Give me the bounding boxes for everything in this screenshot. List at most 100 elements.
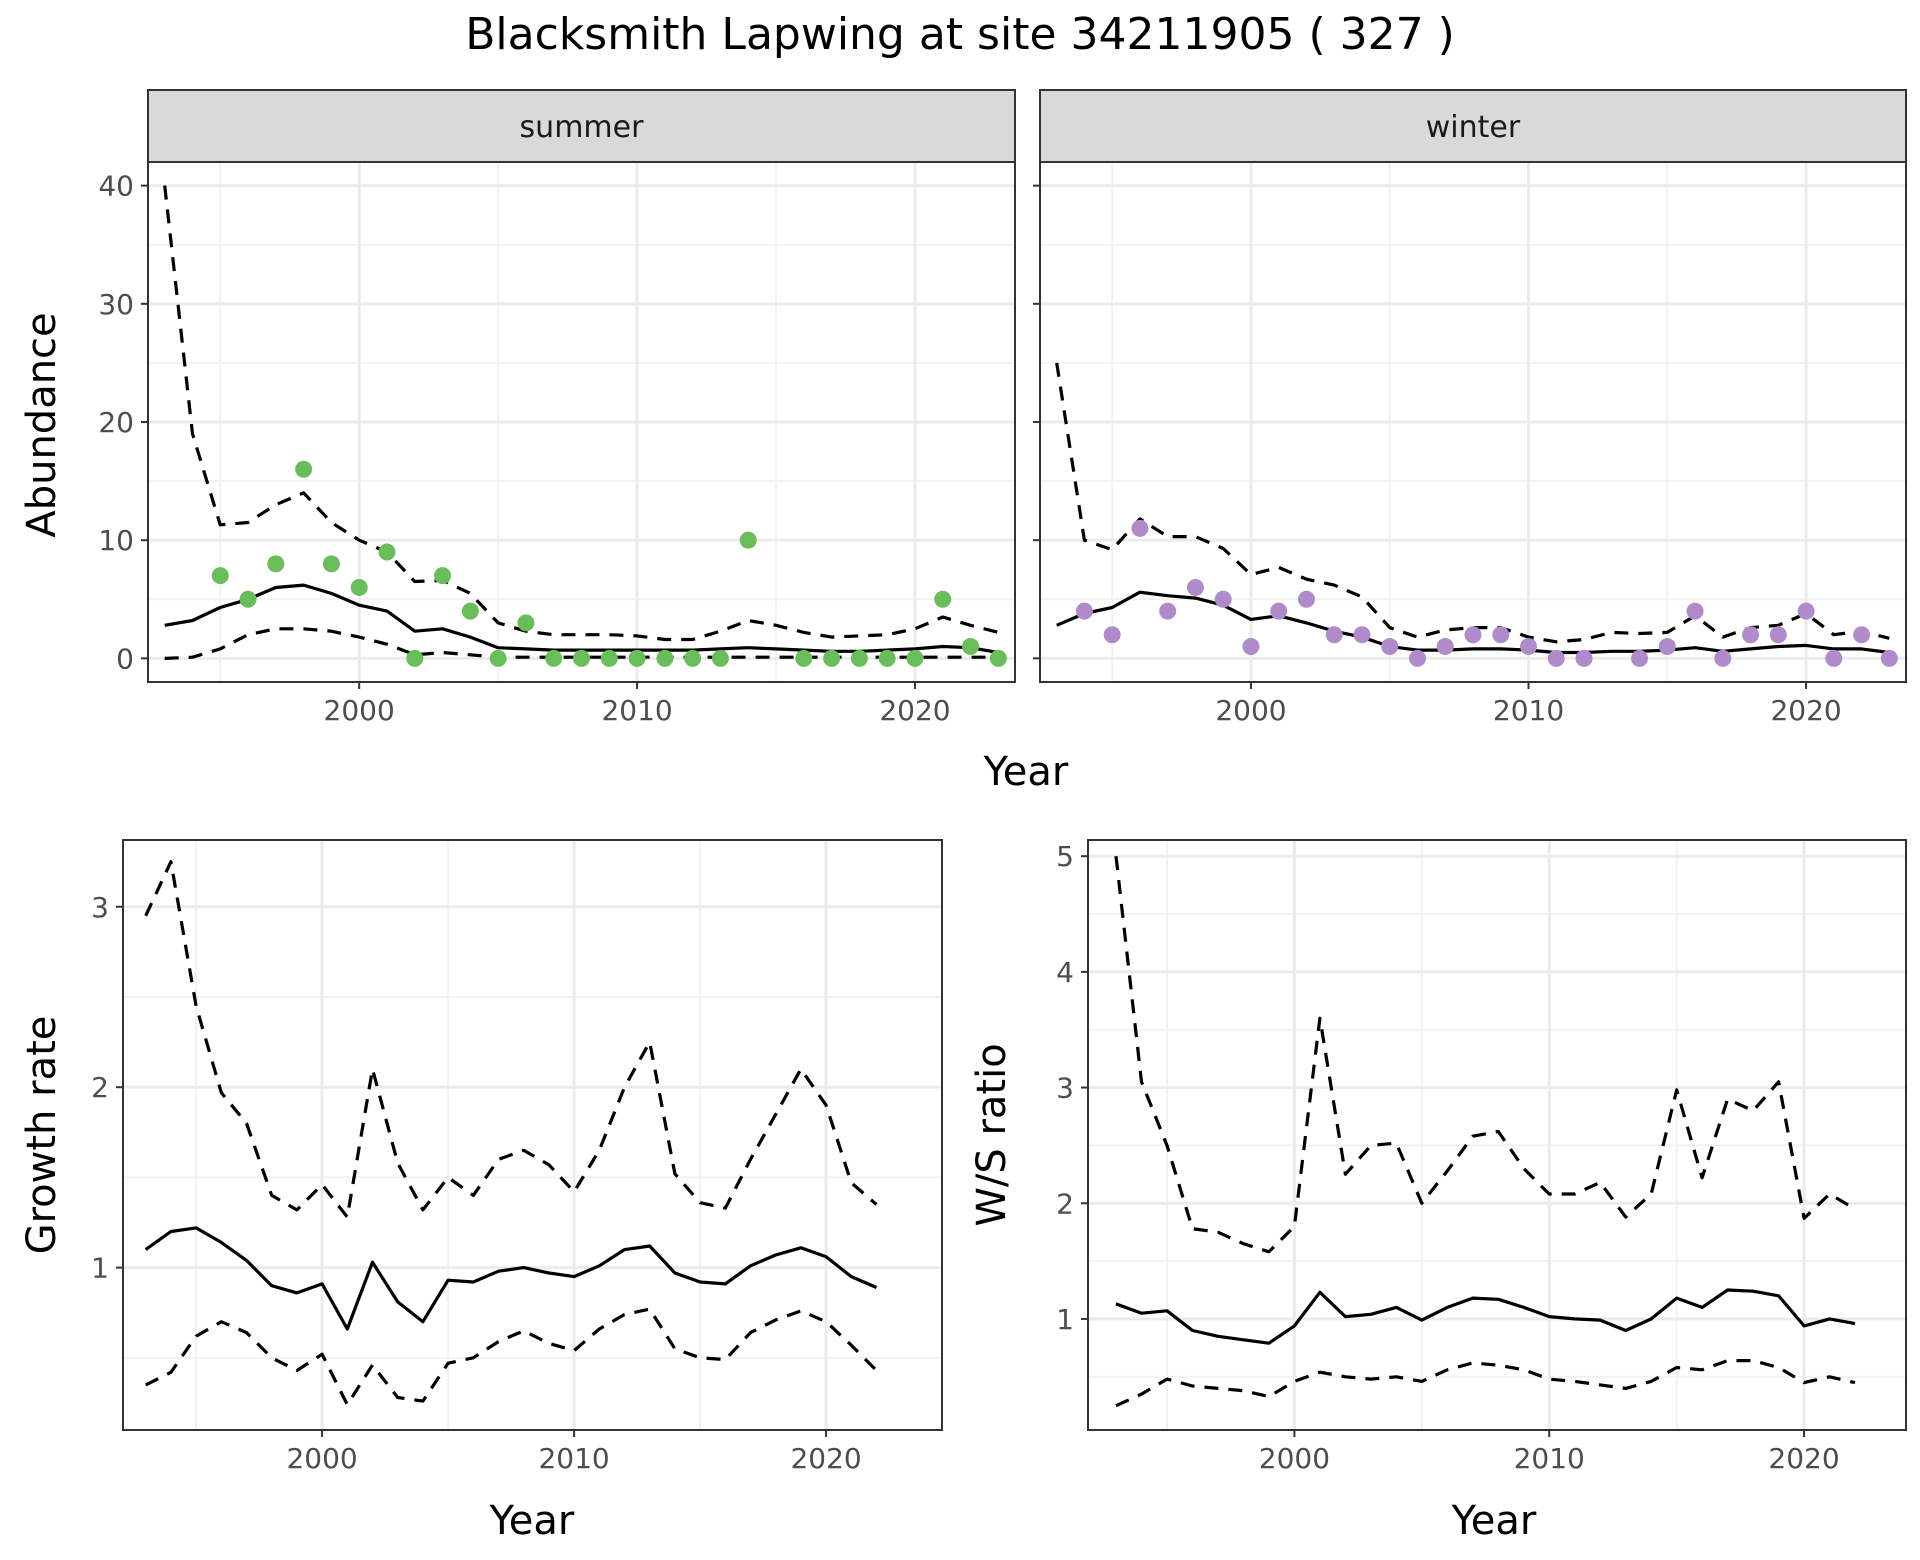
plot-ws-ratio: 2000 2010 2020 1 2 3 4 5 bbox=[1056, 839, 1907, 1475]
plot-winter: 2000 2010 2020 bbox=[1033, 161, 1907, 727]
data-point bbox=[295, 460, 313, 478]
y-tick-label: 40 bbox=[98, 170, 134, 203]
panel-winter: winter 2000 2010 2020 bbox=[1033, 89, 1907, 727]
panel-growth-rate: 2000 2010 2020 1 2 3 bbox=[91, 839, 943, 1475]
y-tick-label: 3 bbox=[1056, 1072, 1074, 1105]
series-line-lower-bound bbox=[1115, 1358, 1856, 1408]
data-point bbox=[1270, 602, 1288, 620]
x-tick-label: 2020 bbox=[1770, 694, 1841, 727]
data-point bbox=[1464, 626, 1482, 644]
x-tick-label: 2000 bbox=[1215, 694, 1286, 727]
strip-summer bbox=[147, 89, 1016, 163]
data-point bbox=[1242, 638, 1260, 656]
data-point bbox=[545, 649, 563, 667]
data-point bbox=[1131, 519, 1149, 537]
data-point bbox=[739, 531, 757, 549]
y-tick-label: 10 bbox=[98, 524, 134, 557]
gridlines bbox=[148, 162, 1015, 682]
panel-background bbox=[1088, 840, 1906, 1430]
data-point bbox=[1880, 649, 1898, 667]
data-point bbox=[1492, 626, 1510, 644]
x-tick-label: 2010 bbox=[601, 694, 672, 727]
observed-points bbox=[1075, 519, 1898, 667]
y-tick-label: 30 bbox=[98, 288, 134, 321]
data-point bbox=[1297, 590, 1315, 608]
growth-x-axis-title: Year bbox=[489, 1498, 575, 1544]
panel-ws-ratio: 2000 2010 2020 1 2 3 4 5 bbox=[1056, 839, 1907, 1475]
x-tick-label: 2000 bbox=[1259, 1442, 1330, 1475]
data-point bbox=[1103, 626, 1121, 644]
data-point bbox=[600, 649, 618, 667]
data-point bbox=[322, 555, 340, 573]
observed-points bbox=[211, 460, 1007, 667]
growth-y-axis-title: Growth rate bbox=[19, 1016, 65, 1255]
strip-label-summer: summer bbox=[520, 110, 645, 145]
ratio-y-axis-title: W/S ratio bbox=[969, 1043, 1015, 1226]
data-point bbox=[1825, 649, 1843, 667]
data-point bbox=[1408, 649, 1426, 667]
data-point bbox=[489, 649, 507, 667]
data-point bbox=[1769, 626, 1787, 644]
data-point bbox=[989, 649, 1007, 667]
data-point bbox=[711, 649, 729, 667]
data-point bbox=[1520, 638, 1538, 656]
data-point bbox=[1631, 649, 1649, 667]
x-tick-label: 2010 bbox=[538, 1442, 609, 1475]
chart-title: Blacksmith Lapwing at site 34211905 ( 32… bbox=[465, 9, 1454, 60]
data-point bbox=[1214, 590, 1232, 608]
data-point bbox=[1436, 638, 1454, 656]
data-point bbox=[878, 649, 896, 667]
data-point bbox=[1381, 638, 1399, 656]
series-line-upper-bound bbox=[1114, 856, 1856, 1254]
series-line-estimate bbox=[144, 1226, 878, 1331]
data-point bbox=[406, 649, 424, 667]
strip-label-winter: winter bbox=[1426, 110, 1521, 145]
data-point bbox=[1797, 602, 1815, 620]
data-point bbox=[823, 649, 841, 667]
axis-ticks: 2000 2010 2020 0 10 20 30 40 bbox=[98, 170, 950, 727]
data-point bbox=[1658, 638, 1676, 656]
plot-summer: 2000 2010 2020 0 10 20 30 40 bbox=[98, 161, 1016, 727]
data-point bbox=[628, 649, 646, 667]
axis-ticks: 2000 2010 2020 1 2 3 4 5 bbox=[1056, 840, 1840, 1475]
data-point bbox=[1547, 649, 1565, 667]
data-point bbox=[517, 614, 535, 632]
x-tick-label: 2010 bbox=[1514, 1442, 1585, 1475]
axis-ticks: 2000 2010 2020 bbox=[1033, 184, 1842, 727]
plot-growth-rate: 2000 2010 2020 1 2 3 bbox=[91, 839, 943, 1475]
data-point bbox=[350, 578, 368, 596]
panel-border bbox=[122, 839, 943, 1431]
series-line-estimate bbox=[1056, 590, 1890, 655]
series-line-lower-bound bbox=[144, 1307, 878, 1407]
y-tick-label: 20 bbox=[98, 406, 134, 439]
data-point bbox=[1714, 649, 1732, 667]
data-point bbox=[684, 649, 702, 667]
x-tick-label: 2010 bbox=[1493, 694, 1564, 727]
y-tick-label: 5 bbox=[1056, 840, 1074, 873]
y-tick-label: 2 bbox=[1056, 1187, 1074, 1220]
y-tick-label: 4 bbox=[1056, 956, 1074, 989]
data-point bbox=[378, 543, 396, 561]
data-point bbox=[962, 638, 980, 656]
series-line-upper-bound bbox=[163, 185, 999, 642]
data-point bbox=[1686, 602, 1704, 620]
axis-ticks: 2000 2010 2020 1 2 3 bbox=[91, 891, 862, 1475]
data-point bbox=[1853, 626, 1871, 644]
series-line-upper-bound bbox=[144, 860, 878, 1219]
data-point bbox=[1186, 578, 1204, 596]
x-tick-label: 2020 bbox=[1768, 1442, 1839, 1475]
gridlines bbox=[123, 840, 942, 1430]
y-tick-label: 2 bbox=[91, 1071, 109, 1104]
data-point bbox=[1159, 602, 1177, 620]
panel-border bbox=[1087, 839, 1907, 1431]
strip-winter bbox=[1039, 89, 1907, 163]
data-point bbox=[656, 649, 674, 667]
ratio-x-axis-title: Year bbox=[1451, 1498, 1537, 1544]
y-tick-label: 3 bbox=[91, 891, 109, 924]
data-point bbox=[1575, 649, 1593, 667]
data-point bbox=[461, 602, 479, 620]
x-tick-label: 2000 bbox=[324, 694, 395, 727]
data-point bbox=[267, 555, 285, 573]
data-point bbox=[1325, 626, 1343, 644]
